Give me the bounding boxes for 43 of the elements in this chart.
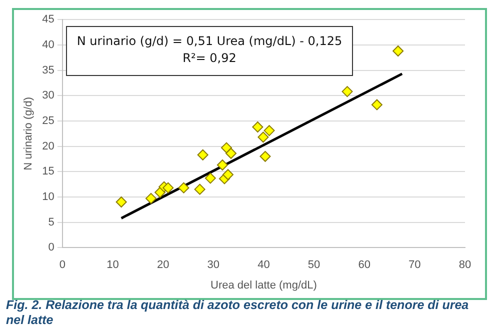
point bbox=[342, 86, 353, 98]
x-tick-label: 60 bbox=[358, 259, 370, 272]
y-tick-label: 20 bbox=[42, 140, 54, 152]
point bbox=[204, 172, 216, 184]
y-tick-label: 10 bbox=[42, 190, 54, 203]
point bbox=[216, 160, 228, 171]
x-tick-label: 10 bbox=[106, 259, 119, 272]
point bbox=[197, 149, 208, 160]
point bbox=[222, 169, 234, 180]
point bbox=[392, 46, 404, 57]
y-tick-label: 25 bbox=[42, 114, 54, 127]
point bbox=[162, 182, 174, 194]
point bbox=[146, 192, 156, 204]
point bbox=[226, 148, 237, 159]
x-tick-label: 70 bbox=[408, 259, 421, 272]
point bbox=[264, 125, 275, 136]
x-tick-label: 40 bbox=[258, 259, 270, 272]
point bbox=[116, 196, 127, 208]
point bbox=[154, 186, 166, 198]
point bbox=[252, 122, 264, 133]
y-axis-title: N urinario (g/d) bbox=[22, 96, 35, 170]
y-tick-label: 30 bbox=[42, 90, 54, 102]
x-tick-label: 50 bbox=[308, 259, 320, 272]
caption: Fig. 2. Relazione tra la quantità di azoto escreto con le urine e il tenore di urea nel latte bbox=[6, 298, 470, 328]
y-tick-label: 35 bbox=[42, 64, 54, 76]
point bbox=[258, 132, 269, 143]
y-tick-label: 0 bbox=[48, 242, 54, 254]
y-tick-label: 15 bbox=[42, 166, 54, 178]
y-tick-label: 5 bbox=[48, 216, 54, 228]
y-tick-label: 45 bbox=[42, 14, 54, 26]
annotation: R²= 0,92 bbox=[182, 50, 238, 67]
point bbox=[220, 142, 232, 154]
x-tick-label: 20 bbox=[156, 259, 170, 272]
x-tick-label: 30 bbox=[207, 259, 220, 272]
point bbox=[178, 182, 190, 194]
point bbox=[371, 99, 382, 110]
x-tick-label: 0 bbox=[59, 259, 66, 272]
x-tick-label: 80 bbox=[458, 259, 472, 272]
y-tick-label: 40 bbox=[42, 38, 54, 51]
point bbox=[194, 184, 206, 195]
annotation: N urinario (g/d) = 0,51 Urea (mg/dL) - 0,125 bbox=[76, 33, 344, 50]
point bbox=[260, 150, 271, 162]
x-axis-title: Urea del latte (mg/dL) bbox=[210, 279, 317, 292]
